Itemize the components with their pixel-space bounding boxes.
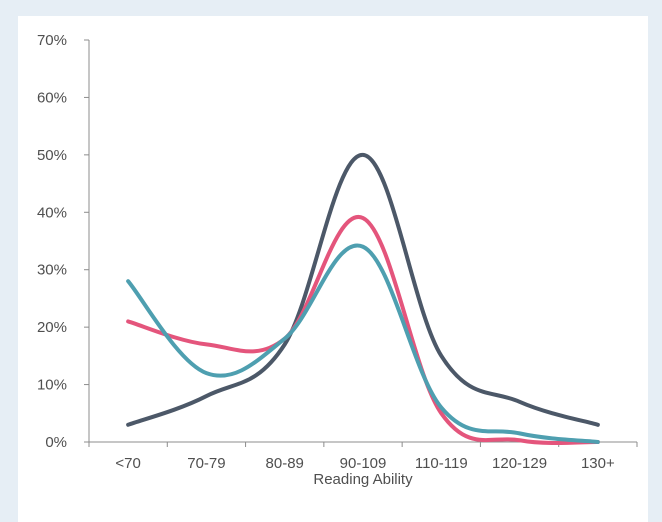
y-tick-label: 0% (45, 434, 67, 451)
y-tick-label: 20% (37, 319, 67, 336)
x-tick-label: 90-109 (340, 455, 387, 472)
y-tick-label: 70% (37, 32, 67, 49)
y-tick-label: 50% (37, 147, 67, 164)
x-tick-label: 120-129 (492, 455, 547, 472)
x-tick-label: 110-119 (415, 455, 468, 472)
series-line-1 (126, 152, 600, 427)
y-tick-label: 40% (37, 204, 67, 221)
y-tick-label: 10% (37, 377, 67, 394)
series-lines (126, 152, 600, 446)
y-tick-label: 30% (37, 262, 67, 279)
x-tick-label: 70-79 (187, 455, 225, 472)
x-axis-title: Reading Ability (313, 471, 413, 488)
series-line-3 (126, 243, 600, 444)
axes (88, 40, 637, 443)
x-tick-label: 80-89 (266, 455, 304, 472)
x-tick-label: <70 (115, 455, 140, 472)
x-tick-label: 130+ (581, 455, 615, 472)
y-axis-ticks: 0% 10% 20% 30% 40% 50% 60% 70% (37, 32, 89, 451)
y-tick-label: 60% (37, 89, 67, 106)
x-axis-ticks: <70 70-79 80-89 90-109 110-119 120-129 130+ (88, 442, 638, 472)
series-line-2 (126, 215, 600, 446)
